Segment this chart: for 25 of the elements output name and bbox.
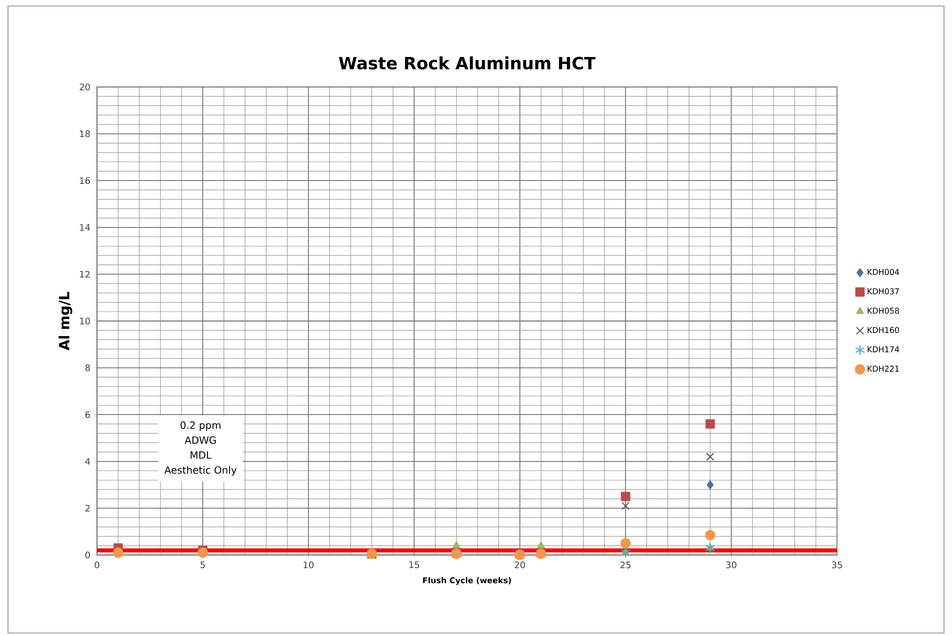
y-axis-title: Al mg/L (58, 292, 72, 350)
y-tick-label: 12 (80, 270, 90, 278)
x-tick-label: 25 (620, 562, 630, 568)
y-tick-label: 2 (85, 504, 90, 512)
x-tick-label: 0 (94, 562, 100, 568)
y-tick-label: 8 (85, 364, 90, 372)
y-tick-label: 20 (80, 84, 90, 90)
x-tick-label: 15 (409, 562, 420, 568)
x-tick-label: 5 (200, 562, 205, 568)
annotation: 0.2 ppm (180, 421, 220, 431)
annotation: ADWG (184, 436, 216, 444)
y-tick-label: 6 (85, 411, 90, 418)
x-tick-label: 30 (726, 562, 736, 568)
y-tick-label: 0 (85, 552, 90, 558)
x-tick-label: 20 (514, 562, 525, 568)
y-tick-label: 18 (80, 130, 90, 138)
x-tick-label: 35 (832, 562, 842, 568)
x-tick-label: 10 (304, 562, 314, 568)
y-tick-label: 10 (80, 318, 90, 324)
chart-title: Waste Rock Aluminum HCT (338, 56, 596, 70)
annotation: Aesthetic Only (164, 466, 237, 476)
annotation: MDL (190, 451, 212, 459)
y-tick-label: 14 (80, 224, 90, 231)
y-tick-label: 4 (85, 458, 90, 465)
y-tick-label: 16 (80, 177, 90, 184)
